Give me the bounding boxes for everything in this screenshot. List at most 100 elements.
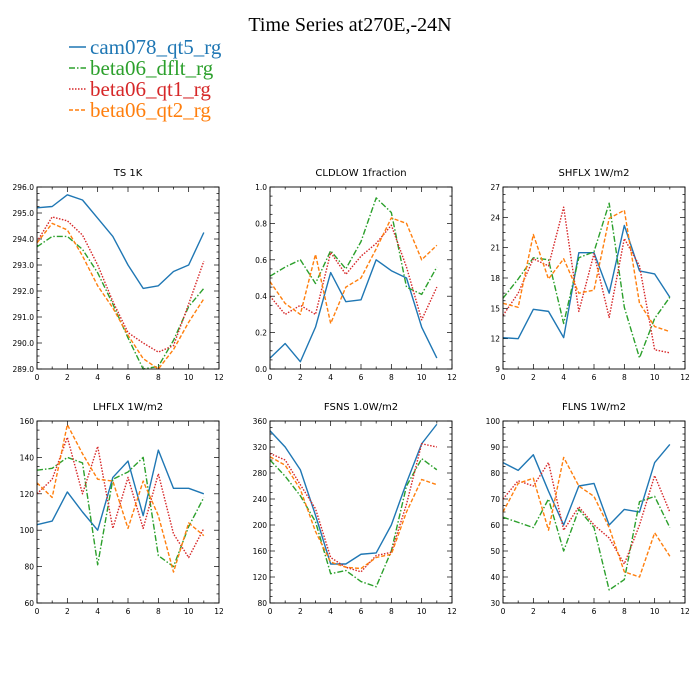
series-line [36, 423, 205, 573]
plot-frame [36, 420, 220, 604]
panel-title: SHFLX 1W/m2 [559, 168, 630, 179]
series-line [269, 456, 438, 570]
chart-panel: LHFLX 1W/m2 0 2 4 6 8 10 12 60 80 100 120 140 160 [20, 402, 224, 616]
y-tick-label: 200 [253, 521, 268, 530]
y-tick-label: 80 [490, 469, 500, 478]
x-tick-label: 2 [65, 373, 70, 382]
plot-frame [502, 420, 686, 604]
x-tick-label: 8 [156, 373, 161, 382]
series-line [36, 235, 205, 370]
x-tick-label: 8 [622, 607, 627, 616]
x-tick-label: 8 [389, 607, 394, 616]
x-tick-label: 2 [531, 607, 536, 616]
x-tick-label: 0 [268, 607, 273, 616]
x-tick-label: 10 [184, 373, 194, 382]
y-tick-label: 27 [490, 183, 500, 192]
chart-panel: FLNS 1W/m2 0 2 4 6 8 10 12 30 40 50 60 70 80 90 100 [486, 402, 690, 616]
x-tick-label: 12 [680, 607, 690, 616]
y-tick-label: 160 [20, 417, 35, 426]
x-tick-label: 0 [268, 373, 273, 382]
x-tick-label: 12 [447, 607, 457, 616]
y-tick-label: 240 [253, 495, 268, 504]
panel-title: LHFLX 1W/m2 [93, 402, 163, 413]
x-tick-label: 2 [531, 373, 536, 382]
panel-title: FLNS 1W/m2 [562, 402, 626, 413]
y-tick-label: 120 [253, 573, 268, 582]
chart-panel: CLDLOW 1fraction 0 2 4 6 8 10 12 0.0 0.2 0.4 0.6 0.8… [255, 168, 457, 382]
x-tick-label: 12 [680, 373, 690, 382]
series-line [502, 495, 671, 591]
panel-title: TS 1K [113, 168, 143, 179]
x-tick-label: 0 [35, 607, 40, 616]
plot-frame [502, 186, 686, 370]
x-tick-label: 6 [592, 373, 597, 382]
legend-label: cam078_qt5_rg [90, 35, 222, 59]
plot-frame [269, 186, 453, 370]
y-tick-label: 291.0 [13, 313, 35, 322]
x-tick-label: 12 [214, 373, 224, 382]
y-tick-label: 60 [24, 599, 34, 608]
x-tick-label: 0 [501, 607, 506, 616]
y-tick-label: 1.0 [255, 183, 267, 192]
x-tick-label: 0 [35, 373, 40, 382]
series-line [36, 456, 205, 568]
y-tick-label: 24 [490, 213, 500, 222]
chart-panel: FSNS 1.0W/m2 0 2 4 6 8 10 12 80 120 160 200 240 280 32… [253, 402, 457, 616]
y-tick-label: 70 [490, 495, 500, 504]
y-tick-label: 295.0 [13, 209, 35, 218]
x-tick-label: 2 [298, 373, 303, 382]
series-line [269, 217, 438, 325]
y-tick-label: 320 [253, 443, 268, 452]
y-tick-label: 293.0 [13, 261, 35, 270]
x-tick-label: 10 [417, 373, 427, 382]
y-tick-label: 280 [253, 469, 268, 478]
y-tick-label: 100 [20, 526, 35, 535]
x-tick-label: 10 [184, 607, 194, 616]
series-line [502, 206, 670, 354]
legend-entry: beta06_dflt_rg [69, 56, 214, 80]
y-tick-label: 9 [495, 365, 500, 374]
y-tick-label: 292.0 [13, 287, 35, 296]
y-tick-label: 360 [253, 417, 268, 426]
y-tick-label: 18 [490, 274, 500, 283]
x-tick-label: 4 [328, 373, 333, 382]
y-tick-label: 21 [490, 244, 500, 253]
y-tick-label: 289.0 [13, 365, 35, 374]
x-tick-label: 6 [359, 607, 364, 616]
x-tick-label: 2 [65, 607, 70, 616]
y-tick-label: 120 [20, 490, 35, 499]
legend: cam078_qt5_rg beta06_dflt_rg beta06_qt1_… [69, 35, 222, 122]
y-tick-label: 40 [490, 573, 500, 582]
x-tick-label: 8 [622, 373, 627, 382]
series-line [502, 209, 671, 333]
series-line [502, 202, 671, 359]
series-line [502, 443, 671, 526]
y-tick-label: 296.0 [13, 183, 35, 192]
y-tick-label: 80 [24, 563, 34, 572]
legend-entry: cam078_qt5_rg [69, 35, 222, 59]
x-tick-label: 10 [650, 607, 660, 616]
series-line [269, 443, 437, 573]
x-tick-label: 0 [501, 373, 506, 382]
legend-label: beta06_qt1_rg [90, 77, 211, 101]
y-tick-label: 294.0 [13, 235, 35, 244]
y-tick-label: 12 [490, 335, 500, 344]
plot-frame [269, 420, 453, 604]
x-tick-label: 4 [328, 607, 333, 616]
x-tick-label: 10 [650, 373, 660, 382]
series-line [502, 461, 671, 565]
y-tick-label: 0.0 [255, 365, 267, 374]
series-line [36, 222, 205, 370]
series-line [502, 224, 671, 340]
panels-grid: TS 1K0 2 4 6 8 10 12289.0290.0291.0292.0293.02… [13, 168, 690, 616]
legend-entry: beta06_qt2_rg [69, 98, 211, 122]
y-tick-label: 30 [490, 599, 500, 608]
series-line [36, 449, 205, 531]
y-tick-label: 0.8 [255, 219, 267, 228]
y-tick-label: 290.0 [13, 339, 35, 348]
legend-entry: beta06_qt1_rg [69, 77, 211, 101]
legend-label: beta06_qt2_rg [90, 98, 211, 122]
y-tick-label: 160 [253, 547, 268, 556]
